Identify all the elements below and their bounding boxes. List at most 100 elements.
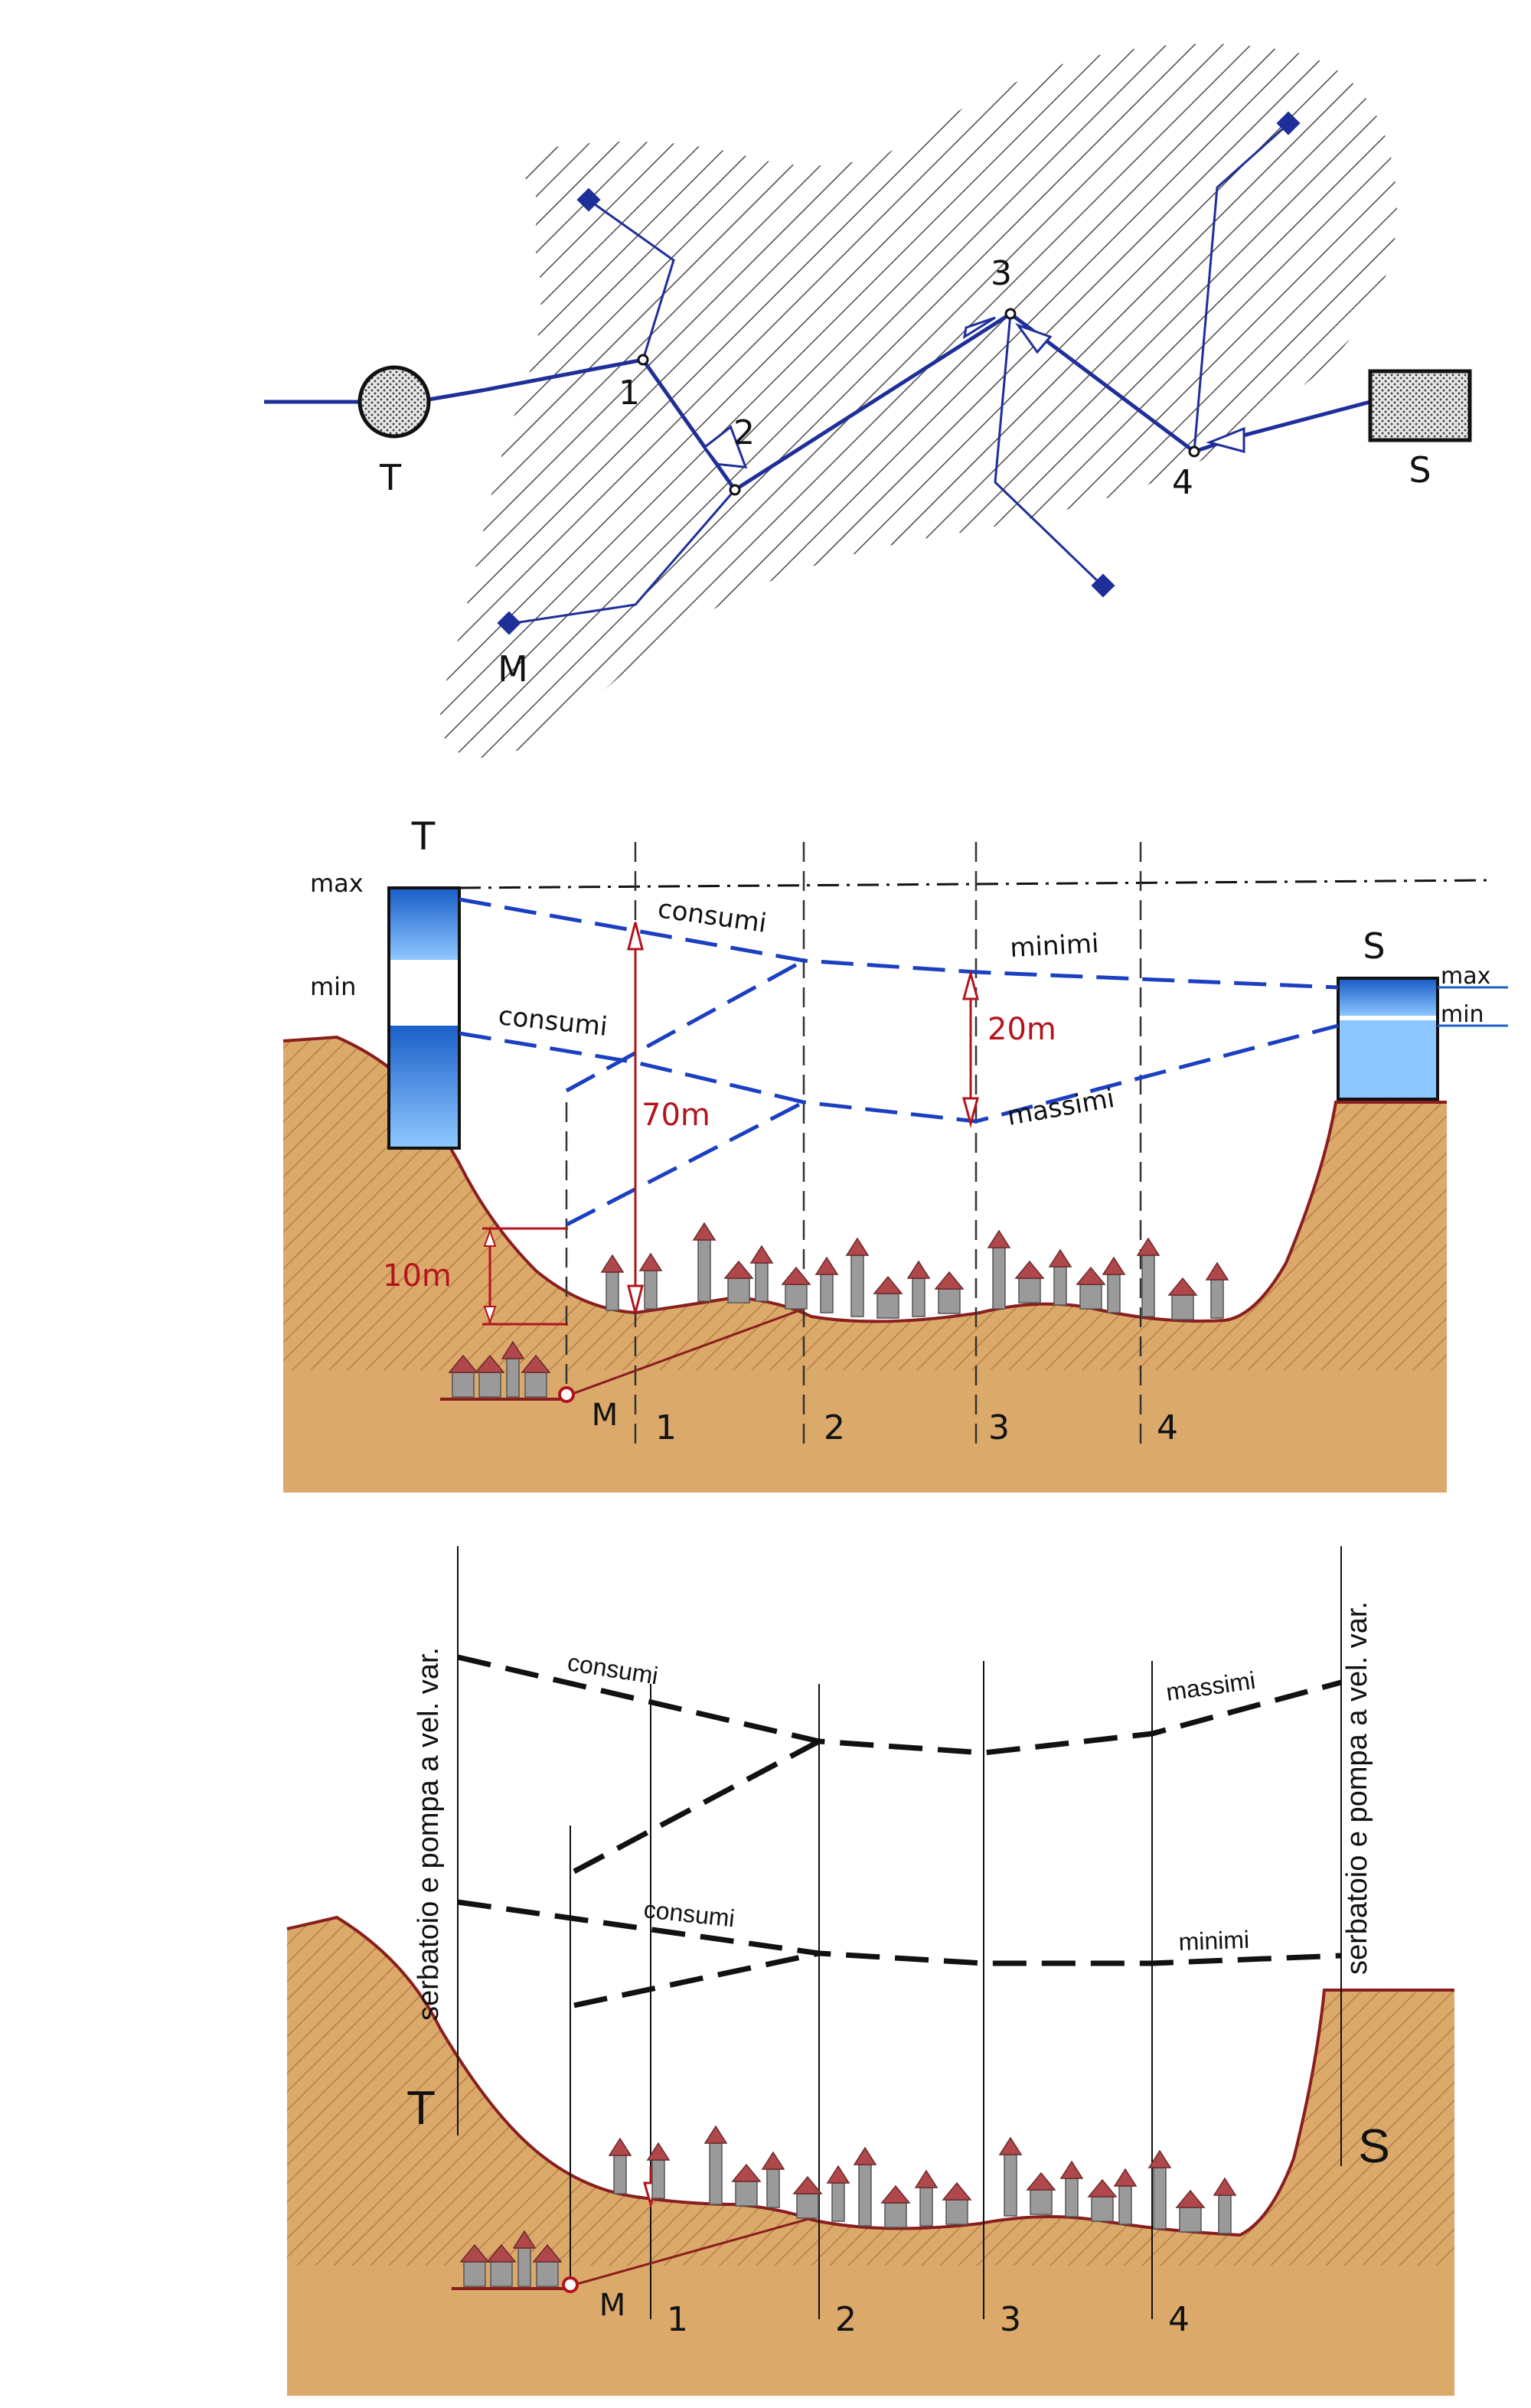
building-icon bbox=[732, 2164, 761, 2207]
dim-arrow-10m-top bbox=[483, 1228, 497, 1247]
building-icon bbox=[942, 2182, 971, 2225]
label-section-1-p2: 1 bbox=[667, 2300, 688, 2339]
dim-arrow-70m-top bbox=[627, 922, 644, 951]
building-icon bbox=[724, 1261, 753, 1304]
building-icon bbox=[854, 2147, 876, 2227]
dim-label-10m: 10m bbox=[383, 1258, 452, 1294]
building-icon bbox=[999, 2137, 1022, 2217]
building-icon bbox=[1137, 1238, 1160, 1317]
label-S-profile-2: S bbox=[1358, 2120, 1389, 2173]
vertical-label-left: serbatoio e pompa a vel. var. bbox=[413, 1647, 445, 2021]
label-T-profile-2: T bbox=[406, 2082, 436, 2135]
dim-arrow-20m-bottom bbox=[962, 1097, 979, 1128]
flow-arrow-S-4 bbox=[1206, 426, 1245, 453]
branch-pipe-4 bbox=[1193, 121, 1291, 452]
building-icon bbox=[1027, 2172, 1056, 2215]
label-consumi-top-1: consumi bbox=[656, 893, 769, 938]
branch-pipe-2 bbox=[508, 489, 736, 625]
well-pipe-2 bbox=[573, 2217, 812, 2286]
well-M-symbol-1 bbox=[558, 1386, 575, 1403]
terrain-soil-2 bbox=[287, 1917, 1454, 2396]
building-icon bbox=[782, 1267, 811, 1310]
label-section-2-p2: 2 bbox=[835, 2300, 857, 2339]
building-icon bbox=[793, 2176, 822, 2219]
label-min-right-1: min bbox=[1441, 1001, 1484, 1028]
soil-base-1 bbox=[283, 1370, 1447, 1493]
dim-arrow-20m-top bbox=[962, 969, 979, 1000]
building-icon bbox=[1088, 2179, 1117, 2222]
building-icon bbox=[846, 1238, 869, 1317]
label-section-3-p2: 3 bbox=[1000, 2300, 1021, 2339]
building-icon bbox=[1176, 2190, 1205, 2233]
plan-label-S: S bbox=[1409, 449, 1431, 491]
label-consumi-mid-1: consumi bbox=[497, 1000, 609, 1042]
building-icon bbox=[1102, 1257, 1125, 1313]
building-icon bbox=[907, 1261, 930, 1317]
building-icon bbox=[915, 2170, 938, 2227]
piezometric-branch-lower-2 bbox=[573, 1950, 820, 2008]
building-icon bbox=[1213, 2178, 1236, 2234]
flow-arrow-2-3 bbox=[962, 316, 996, 340]
building-icon bbox=[609, 2138, 632, 2194]
plan-label-node-2: 2 bbox=[733, 413, 755, 452]
plan-label-node-1: 1 bbox=[619, 374, 640, 413]
building-icon bbox=[873, 1276, 903, 1319]
building-icon bbox=[987, 1230, 1010, 1310]
piezometric-min-consumption-2 bbox=[457, 1899, 1342, 1966]
plan-label-node-3: 3 bbox=[991, 254, 1012, 293]
plan-node-3 bbox=[1004, 308, 1017, 320]
plan-label-M: M bbox=[498, 648, 528, 690]
flow-arrow-3-down bbox=[1014, 322, 1053, 354]
tank-T-water-upper bbox=[390, 889, 458, 960]
label-section-4-p1: 4 bbox=[1157, 1408, 1178, 1447]
building-icon bbox=[750, 1245, 773, 1302]
label-massimi-2: massimi bbox=[1164, 1666, 1257, 1706]
building-icon bbox=[693, 1222, 716, 1302]
piezometric-min-consumption-1 bbox=[459, 897, 1339, 990]
label-max-left-1: max bbox=[310, 869, 364, 898]
well-M-symbol-2 bbox=[562, 2276, 579, 2293]
building-icon bbox=[639, 1253, 662, 1310]
building-icon bbox=[881, 2185, 910, 2228]
branch-pipe-3 bbox=[994, 313, 1104, 587]
dim-arrow-70m-bottom bbox=[627, 1284, 644, 1313]
label-minimi-1: minimi bbox=[1009, 928, 1099, 964]
label-section-1-p1: 1 bbox=[655, 1408, 677, 1447]
flow-arrow-1-2 bbox=[703, 425, 748, 469]
label-massimi-1: massimi bbox=[1005, 1083, 1117, 1132]
label-M-profile-2: M bbox=[599, 2288, 626, 2323]
piezometric-max-consumption-2 bbox=[457, 1654, 1342, 1756]
label-max-right-1: max bbox=[1441, 963, 1490, 990]
plan-label-T: T bbox=[379, 457, 402, 498]
terrain-hatch-1 bbox=[283, 1037, 1447, 1370]
building-icon bbox=[1049, 1249, 1072, 1306]
plan-tank-T-symbol bbox=[357, 365, 431, 439]
label-M-profile-1: M bbox=[592, 1398, 619, 1433]
plan-node-4 bbox=[1188, 445, 1200, 458]
piezometric-max-consumption-1 bbox=[459, 1023, 1339, 1124]
tank-S-water-top bbox=[1340, 980, 1436, 1016]
well-pipe-1 bbox=[570, 1307, 805, 1396]
building-icon bbox=[815, 1257, 838, 1313]
terrain-hatch-2 bbox=[287, 1917, 1454, 2266]
piezometric-branch-upper-2 bbox=[573, 1738, 821, 1875]
building-icon bbox=[827, 2165, 850, 2222]
dim-label-20m: 20m bbox=[987, 1012, 1056, 1047]
label-section-2-p1: 2 bbox=[824, 1408, 845, 1447]
label-consumi-low-2: consumi bbox=[642, 1895, 736, 1932]
building-icon bbox=[601, 1255, 624, 1311]
tank-T-water-lower bbox=[390, 1026, 458, 1147]
building-icon bbox=[935, 1271, 964, 1314]
label-section-3-p1: 3 bbox=[988, 1408, 1010, 1447]
dim-label-70m: 70m bbox=[641, 1098, 710, 1133]
label-S-profile-1: S bbox=[1363, 925, 1385, 967]
label-T-profile-1: T bbox=[411, 814, 436, 859]
building-icon bbox=[1015, 1261, 1044, 1304]
building-icon bbox=[1060, 2161, 1083, 2217]
label-section-4-p2: 4 bbox=[1168, 2300, 1190, 2339]
terrain-surface-2 bbox=[286, 1915, 1454, 2237]
vertical-label-right: serbatoio e pompa a vel. var. bbox=[1341, 1601, 1373, 1975]
label-minimi-2: minimi bbox=[1178, 1926, 1250, 1956]
